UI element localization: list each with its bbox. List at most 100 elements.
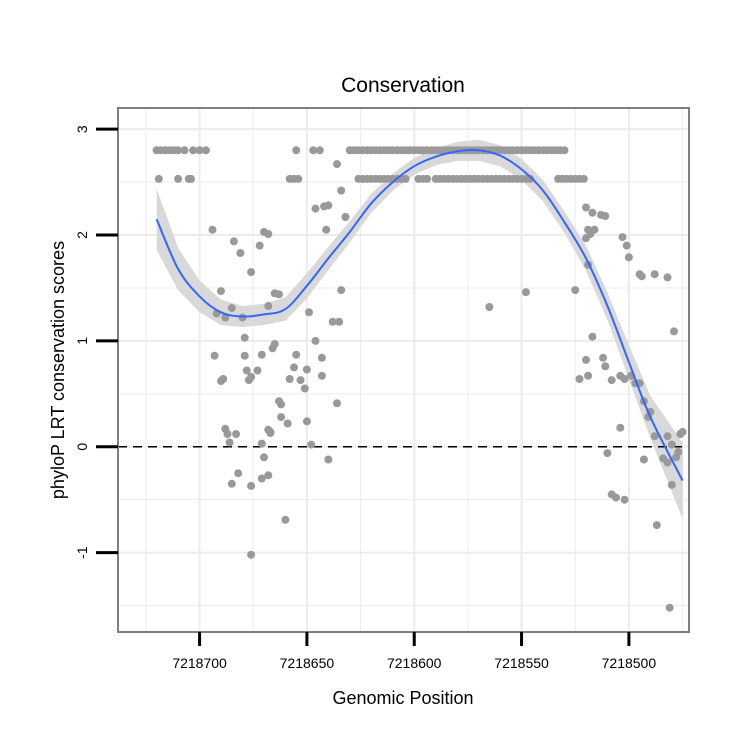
data-point [240,351,249,360]
data-point [309,146,318,155]
data-point [292,350,301,359]
data-point [579,174,588,183]
data-point [588,208,597,217]
x-tick-label: 7218600 [387,655,442,671]
data-point [335,317,344,326]
data-point [401,174,410,183]
y-tick-label: 0 [74,443,90,451]
data-point [521,288,530,297]
data-point [582,355,590,364]
data-point [202,146,210,155]
data-point [302,417,311,426]
x-tick-label: 7218700 [172,655,227,671]
data-point [667,440,676,449]
data-point [663,458,672,467]
x-tick-label: 7218500 [602,655,657,671]
data-point [208,225,217,234]
data-point [622,241,631,250]
data-point [187,174,195,183]
x-axis: 7218700 7218650 7218600 7218550 7218500 [172,632,656,671]
data-point [242,366,251,375]
y-axis: 3 2 1 0 -1 [74,125,118,559]
data-point [582,234,590,243]
data-point [571,286,580,295]
data-point [639,455,648,464]
data-point [210,351,219,360]
data-point [223,430,232,438]
data-point [652,521,661,530]
data-point [257,350,266,359]
x-tick-label: 7218650 [280,655,335,671]
data-point [257,474,266,483]
data-point [650,432,659,441]
data-point [229,237,238,246]
data-point [485,303,494,311]
data-point [341,213,350,221]
data-point [315,146,324,155]
data-point [337,286,346,295]
data-point [217,377,225,386]
data-point [260,453,268,462]
data-point [244,376,253,385]
data-point [637,272,646,281]
grid-lines [118,108,689,632]
data-point [174,174,183,183]
data-point [255,241,264,250]
data-point [337,186,346,195]
data-point [189,146,198,155]
data-point [584,371,593,380]
data-point [264,471,273,480]
data-point [217,287,225,296]
data-point [154,174,163,183]
chart-title: Conservation [341,74,465,97]
data-points [152,146,687,612]
data-point [283,419,292,428]
data-point [285,375,294,383]
data-point [234,469,243,478]
data-point [603,449,612,458]
data-point [292,146,301,155]
panel-border [117,107,690,633]
x-tick-label: 7218550 [494,655,549,671]
data-point [240,333,249,342]
data-point [236,249,245,257]
data-point [195,146,204,155]
data-point [620,375,629,383]
data-point [575,375,584,383]
y-tick-label: 2 [74,231,90,239]
data-point [307,440,316,449]
data-point [296,376,305,385]
data-point [620,495,629,504]
data-point [650,270,659,279]
data-point [238,313,247,322]
data-point [300,384,309,393]
data-point [618,233,627,242]
data-point [277,413,286,422]
data-point [328,317,337,326]
data-point [582,203,590,212]
data-point [333,160,341,169]
data-point [317,371,326,380]
data-point [322,225,331,234]
data-point [311,336,320,345]
data-point [663,273,672,282]
data-point [665,603,674,612]
x-axis-title: Genomic Position [332,688,473,708]
data-point [294,174,303,183]
data-point [232,430,241,438]
data-point [302,365,311,374]
confidence-ribbon [156,139,683,519]
data-point [311,204,320,213]
loess-smooth-line [155,149,684,482]
data-point [257,439,266,448]
data-point [678,427,687,436]
data-point [281,515,290,524]
data-point [277,400,286,409]
data-point [612,493,620,502]
data-point [526,174,535,183]
data-point [253,366,262,375]
data-point [290,363,298,372]
data-point [601,362,610,371]
data-point [670,327,678,336]
